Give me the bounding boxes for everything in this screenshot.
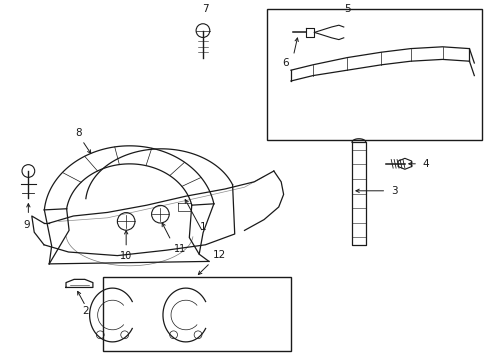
Text: 12: 12 [212,250,225,260]
Text: 6: 6 [281,58,288,68]
Bar [102,277,290,351]
Text: 11: 11 [174,244,186,254]
Text: 9: 9 [23,220,30,230]
Bar [266,9,481,140]
Text: 7: 7 [202,4,208,14]
Text: 1: 1 [199,222,206,232]
Text: 3: 3 [390,186,397,196]
Text: 4: 4 [421,159,428,169]
Text: 5: 5 [343,4,350,14]
Text: 2: 2 [82,306,89,316]
Text: 8: 8 [75,127,81,138]
Text: 10: 10 [120,251,132,261]
